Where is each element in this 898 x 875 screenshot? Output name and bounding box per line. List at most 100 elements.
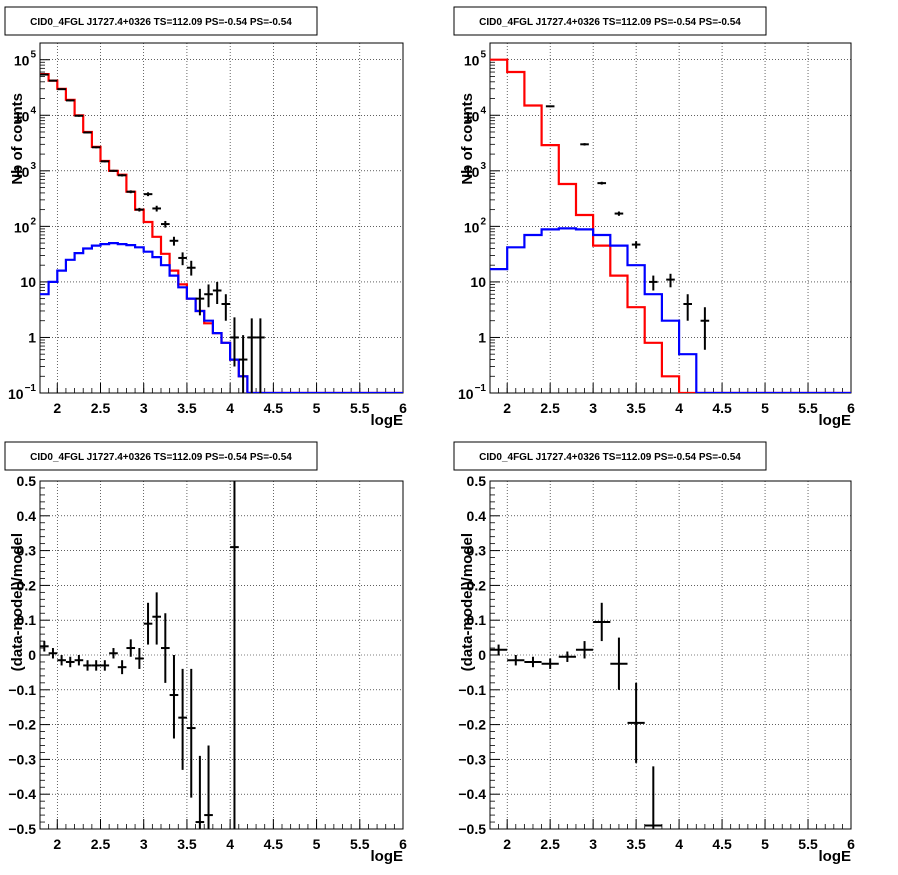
y-tick-label: −0.2 (458, 717, 486, 733)
y-tick-base: 10 (14, 219, 30, 235)
chart-title: CID0_4FGL J1727.4+0326 TS=112.09 PS=-0.5… (30, 452, 292, 463)
y-tick-label: 0.1 (467, 612, 487, 628)
title-box (453, 6, 767, 36)
y-tick-label: −0.5 (8, 821, 36, 837)
y-tick-label: 0.5 (17, 473, 37, 489)
x-tick-label: 5.5 (798, 400, 818, 416)
counts-panel-right: CID0_4FGL J1727.4+0326 TS=112.09 PS=-0.5… (453, 6, 855, 429)
y-tick-label: 10 (20, 274, 36, 290)
x-tick-label: 2.5 (540, 836, 560, 852)
x-tick-label: 6 (847, 400, 855, 416)
y-tick-base: 10 (14, 108, 30, 124)
y-tick-exponent: 3 (30, 161, 36, 172)
y-tick-exponent: 4 (480, 105, 486, 116)
y-tick-label: −0.4 (458, 786, 486, 802)
residuals-panel-left: CID0_4FGL J1727.4+0326 TS=112.09 PS=-0.5… (4, 441, 407, 865)
y-tick-base: 10 (14, 164, 30, 180)
x-axis-label: logE (371, 412, 404, 429)
x-tick-label: 6 (399, 836, 407, 852)
data-layer (40, 481, 239, 829)
x-tick-label: 4.5 (264, 400, 284, 416)
x-tick-label: 2 (53, 836, 61, 852)
x-tick-label: 3 (589, 836, 597, 852)
y-tick-exponent: 2 (30, 216, 36, 227)
y-axis-label: Nb of counts (9, 93, 26, 185)
x-tick-label: 3.5 (626, 400, 646, 416)
x-tick-label: 4 (675, 836, 683, 852)
x-tick-label: 4 (226, 836, 234, 852)
chart-title: CID0_4FGL J1727.4+0326 TS=112.09 PS=-0.5… (479, 452, 741, 463)
chart-title: CID0_4FGL J1727.4+0326 TS=112.09 PS=-0.5… (479, 17, 741, 28)
x-tick-label: 3.5 (177, 836, 197, 852)
title-box (4, 6, 318, 36)
y-tick-exponent: 5 (30, 50, 36, 61)
y-tick-exponent: 3 (480, 161, 486, 172)
x-tick-label: 2 (503, 400, 511, 416)
x-tick-label: 2.5 (540, 400, 560, 416)
x-axis-label: logE (819, 848, 852, 865)
y-tick-base: 10 (464, 53, 480, 69)
y-tick-label: −0.1 (458, 682, 486, 698)
x-tick-label: 5.5 (798, 836, 818, 852)
y-tick-exponent: 5 (480, 50, 486, 61)
y-tick-label: 0.3 (17, 543, 37, 559)
chart-title: CID0_4FGL J1727.4+0326 TS=112.09 PS=-0.5… (30, 17, 292, 28)
plot-frame (489, 42, 852, 394)
y-tick-label: −0.2 (8, 717, 36, 733)
y-axis-label: (data-model)/model (9, 533, 26, 671)
title-box (453, 441, 767, 471)
y-tick-label: −0.3 (458, 751, 486, 767)
y-tick-base: 10 (464, 164, 480, 180)
x-tick-label: 2 (53, 400, 61, 416)
y-tick-label: −0.3 (8, 751, 36, 767)
y-tick-exponent: 2 (480, 216, 486, 227)
y-tick-base: 10 (8, 386, 24, 402)
y-tick-exponent: −1 (475, 383, 487, 394)
x-axis-label: logE (819, 412, 852, 429)
y-tick-label: 0.4 (467, 508, 487, 524)
title-box (4, 441, 318, 471)
y-tick-label: 0.3 (467, 543, 487, 559)
y-tick-label: −0.5 (458, 821, 486, 837)
x-tick-label: 5 (313, 836, 321, 852)
x-tick-label: 4.5 (712, 836, 732, 852)
y-tick-label: 1 (478, 329, 486, 345)
x-tick-label: 2.5 (91, 836, 111, 852)
y-tick-label: −0.1 (8, 682, 36, 698)
x-tick-label: 4 (675, 400, 683, 416)
y-tick-label: 0.2 (17, 577, 37, 593)
x-tick-label: 5 (761, 836, 769, 852)
y-tick-label: −0.4 (8, 786, 36, 802)
y-tick-label: 1 (28, 329, 36, 345)
data-layer (490, 602, 662, 829)
y-tick-label: 10 (470, 274, 486, 290)
y-tick-base: 10 (464, 108, 480, 124)
x-tick-label: 5 (313, 400, 321, 416)
x-tick-label: 6 (847, 836, 855, 852)
y-tick-exponent: −1 (25, 383, 37, 394)
y-tick-label: 0.1 (17, 612, 37, 628)
x-axis-label: logE (371, 848, 404, 865)
y-tick-label: 0.4 (17, 508, 37, 524)
x-tick-label: 2 (503, 836, 511, 852)
y-tick-base: 10 (458, 386, 474, 402)
y-tick-base: 10 (464, 219, 480, 235)
series-0-histogram (490, 58, 851, 393)
y-tick-exponent: 4 (30, 105, 36, 116)
x-tick-label: 3.5 (626, 836, 646, 852)
residuals-panel-right: CID0_4FGL J1727.4+0326 TS=112.09 PS=-0.5… (453, 441, 855, 865)
y-tick-label: 0 (28, 647, 36, 663)
series-1-histogram (40, 242, 403, 393)
y-axis-label: (data-model)/model (459, 533, 476, 671)
x-tick-label: 3.5 (177, 400, 197, 416)
x-tick-label: 4.5 (712, 400, 732, 416)
y-tick-base: 10 (14, 53, 30, 69)
x-tick-label: 5.5 (350, 836, 370, 852)
counts-panel-left: CID0_4FGL J1727.4+0326 TS=112.09 PS=-0.5… (4, 6, 407, 429)
x-tick-label: 3 (589, 400, 597, 416)
x-tick-label: 4.5 (264, 836, 284, 852)
y-tick-label: 0.2 (467, 577, 487, 593)
x-tick-label: 2.5 (91, 400, 111, 416)
y-tick-label: 0 (478, 647, 486, 663)
